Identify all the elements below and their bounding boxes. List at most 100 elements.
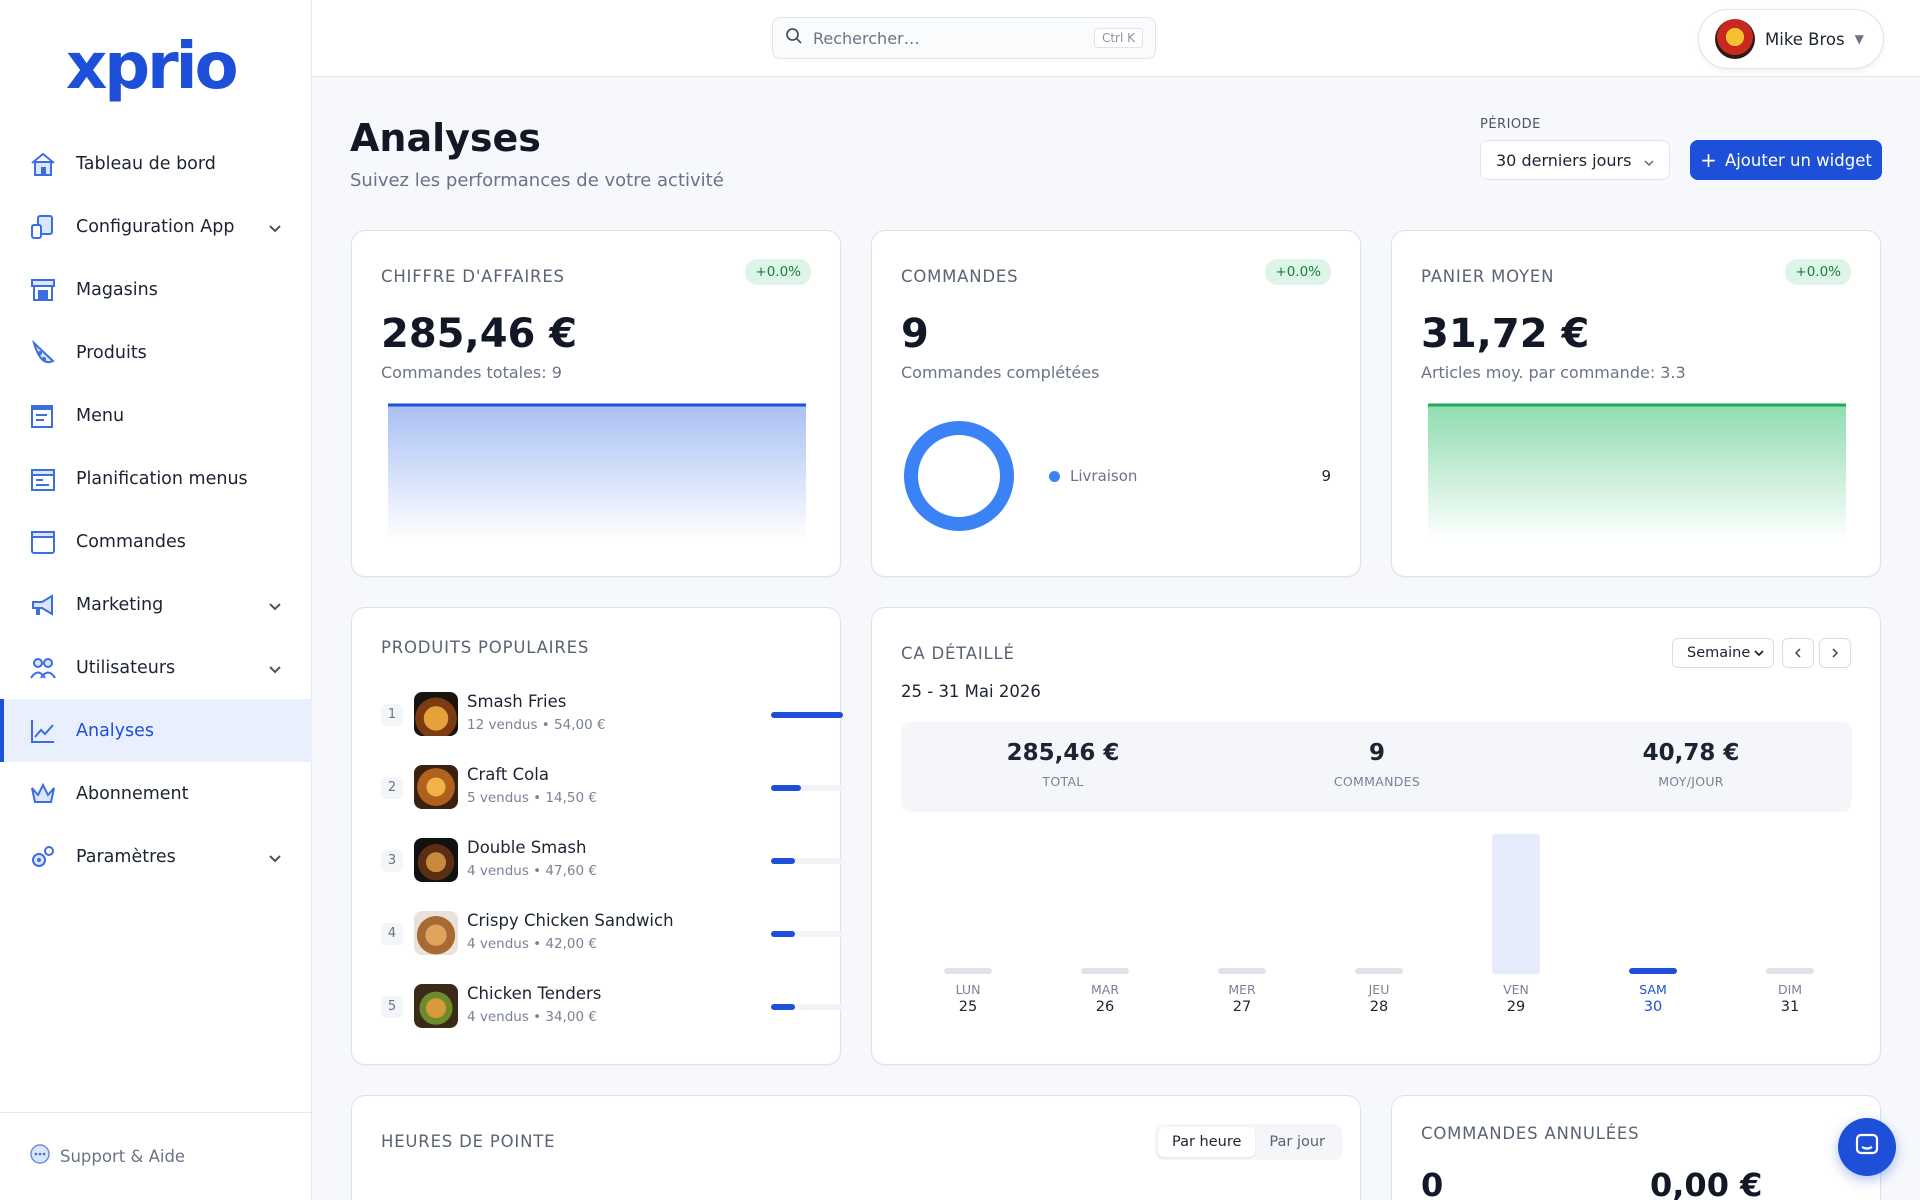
day-label-sam[interactable]: SAM 30 (1623, 982, 1683, 1015)
product-share-fill (771, 712, 843, 718)
sidebar-item-tableau-de-bord[interactable]: Tableau de bord (0, 132, 312, 195)
product-row[interactable]: 1 Smash Fries 12 vendus • 54,00 € (381, 686, 843, 744)
chat-button[interactable] (1838, 1118, 1896, 1176)
bar-dim-31[interactable] (1766, 968, 1814, 974)
tab-par-jour[interactable]: Par jour (1269, 1134, 1326, 1150)
bar-ven-29[interactable] (1492, 834, 1540, 974)
stat-value: 285,46 € (1006, 740, 1120, 766)
bar-mar-26[interactable] (1081, 968, 1129, 974)
card-title: CHIFFRE D'AFFAIRES (381, 267, 565, 286)
product-row[interactable]: 5 Chicken Tenders 4 vendus • 34,00 € (381, 978, 843, 1036)
product-row[interactable]: 2 Craft Cola 5 vendus • 14,50 € (381, 759, 843, 817)
chevron-left-icon (1793, 644, 1803, 663)
card-title: PRODUITS POPULAIRES (381, 638, 590, 657)
product-share-fill (771, 858, 795, 864)
chat-icon (1854, 1132, 1880, 1162)
sidebar-item-label: Produits (76, 342, 147, 363)
chevron-down-icon[interactable] (268, 660, 282, 679)
product-thumbnail (414, 911, 458, 955)
previous-week-button[interactable] (1782, 638, 1814, 668)
search-icon (785, 27, 803, 49)
bar-lun-25[interactable] (944, 968, 992, 974)
sidebar-item-planification-menus[interactable]: Planification menus (0, 447, 312, 510)
search-box[interactable]: Ctrl K (772, 17, 1156, 59)
chevron-down-icon[interactable] (268, 219, 282, 238)
chevron-down-icon[interactable] (268, 597, 282, 616)
granularity-select[interactable]: Semaine (1672, 638, 1774, 668)
menu-edit-icon (28, 401, 58, 431)
sidebar-item-abonnement[interactable]: Abonnement (0, 762, 312, 825)
product-share-fill (771, 931, 795, 937)
orders-card: COMMANDES +0.0% 9 Commandes complétées L… (871, 230, 1361, 577)
orders-subtext: Commandes complétées (901, 363, 1100, 382)
peak-hours-toggle: Par heure Par jour (1155, 1124, 1343, 1160)
product-rank: 4 (381, 923, 403, 945)
product-share-bar (771, 785, 843, 791)
bar-jeu-28[interactable] (1355, 968, 1403, 974)
day-date: 25 (958, 999, 978, 1015)
sidebar-item-parametres[interactable]: Paramètres (0, 825, 312, 888)
support-link[interactable]: Support & Aide (0, 1112, 312, 1200)
day-date: 28 (1369, 999, 1389, 1015)
user-menu-button[interactable]: Mike Bros ▼ (1698, 9, 1884, 69)
day-name: LUN (955, 982, 981, 997)
chevron-down-icon[interactable] (268, 849, 282, 868)
legend-value: 9 (1321, 467, 1331, 485)
orders-icon (28, 527, 58, 557)
next-week-button[interactable] (1819, 638, 1851, 668)
daily-revenue-chart (944, 834, 1814, 974)
stat-orders: 9 COMMANDES (1227, 740, 1527, 789)
day-label-mer[interactable]: MER 27 (1212, 982, 1272, 1015)
popular-products-card: PRODUITS POPULAIRES 1 Smash Fries 12 ven… (351, 607, 843, 1065)
period-select[interactable]: 30 derniers jours (1480, 140, 1670, 180)
bar-mer-27[interactable] (1218, 968, 1266, 974)
sidebar-item-label: Configuration App (76, 216, 235, 237)
pizza-icon (28, 338, 58, 368)
chevron-down-icon (1643, 153, 1655, 172)
brand-logo[interactable]: xprio (66, 30, 239, 104)
card-title: PANIER MOYEN (1421, 267, 1555, 286)
day-label-dim[interactable]: DIM 31 (1760, 982, 1820, 1015)
search-input[interactable] (813, 28, 1094, 48)
day-label-jeu[interactable]: JEU 28 (1349, 982, 1409, 1015)
users-icon (28, 653, 58, 683)
product-row[interactable]: 4 Crispy Chicken Sandwich 4 vendus • 42,… (381, 905, 843, 963)
revenue-card: CHIFFRE D'AFFAIRES +0.0% 285,46 € Comman… (351, 230, 841, 577)
sidebar-nav: Tableau de bord Configuration App Magasi… (0, 132, 312, 888)
sidebar-item-label: Analyses (76, 720, 155, 741)
sparkline-area (388, 405, 806, 541)
day-label-mar[interactable]: MAR 26 (1075, 982, 1135, 1015)
stat-value: 9 (1368, 740, 1385, 766)
sidebar-item-analyses[interactable]: Analyses (0, 699, 312, 762)
sidebar-item-commandes[interactable]: Commandes (0, 510, 312, 573)
sidebar-item-menu[interactable]: Menu (0, 384, 312, 447)
day-name: MER (1228, 982, 1256, 997)
card-title: HEURES DE POINTE (381, 1132, 556, 1151)
store-icon (28, 275, 58, 305)
product-name: Double Smash (467, 838, 587, 857)
sidebar-item-configuration-app[interactable]: Configuration App (0, 195, 312, 258)
donut-segment-livraison (904, 421, 1014, 531)
day-label-lun[interactable]: LUN 25 (938, 982, 998, 1015)
orders-value: 9 (901, 311, 929, 357)
sidebar-item-produits[interactable]: Produits (0, 321, 312, 384)
product-row[interactable]: 3 Double Smash 4 vendus • 47,60 € (381, 832, 843, 890)
cancelled-count: 0 (1421, 1166, 1444, 1200)
product-rank: 2 (381, 777, 403, 799)
add-widget-button[interactable]: + Ajouter un widget (1690, 140, 1882, 180)
user-name: Mike Bros (1765, 29, 1845, 49)
sidebar-item-magasins[interactable]: Magasins (0, 258, 312, 321)
detailed-revenue-card: CA DÉTAILLÉ Semaine 25 - 31 Mai 2026 285… (871, 607, 1881, 1065)
chat-bubble-icon (28, 1143, 52, 1171)
sidebar-item-label: Utilisateurs (76, 657, 176, 678)
sidebar-item-marketing[interactable]: Marketing (0, 573, 312, 636)
sidebar-item-utilisateurs[interactable]: Utilisateurs (0, 636, 312, 699)
day-label-ven[interactable]: VEN 29 (1486, 982, 1546, 1015)
chevron-down-icon (1753, 647, 1765, 663)
sidebar: xprio Tableau de bord Configuration App … (0, 0, 312, 1200)
devices-icon (28, 212, 58, 242)
product-thumbnail (414, 984, 458, 1028)
avatar (1715, 19, 1755, 59)
tab-par-heure[interactable]: Par heure (1158, 1127, 1256, 1157)
bar-sam-30[interactable] (1629, 968, 1677, 974)
